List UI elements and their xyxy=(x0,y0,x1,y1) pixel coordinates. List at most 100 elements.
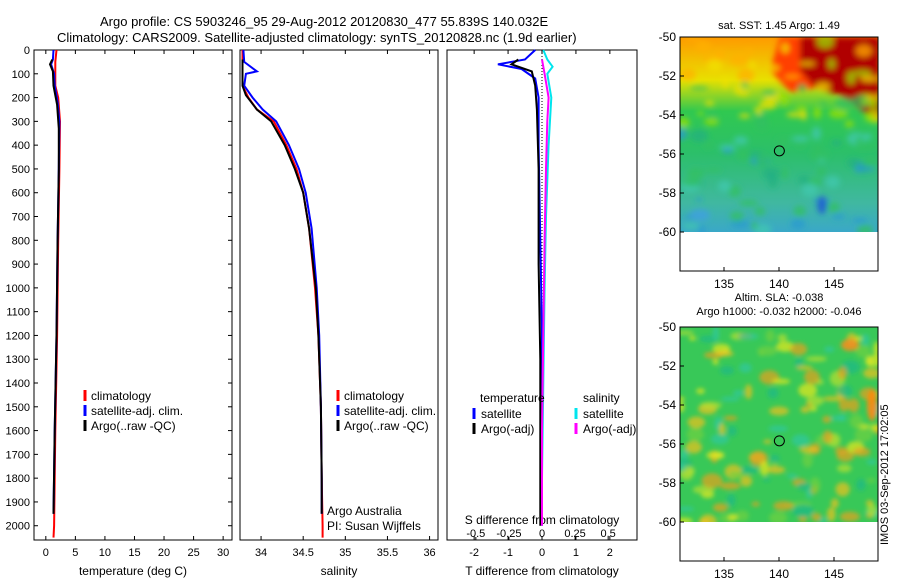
argo-location-marker xyxy=(773,435,785,447)
y-tick-label: -60 xyxy=(659,515,677,529)
heatmap-blob xyxy=(689,86,709,91)
heatmap-blob xyxy=(688,335,697,341)
heatmap-blob xyxy=(790,218,806,230)
heatmap-blob xyxy=(703,167,723,173)
heatmap-blob xyxy=(727,513,738,521)
heatmap-blob xyxy=(721,77,729,89)
heatmap-blob xyxy=(846,158,861,168)
heatmap-blob xyxy=(856,166,876,172)
x-tick-label: 135 xyxy=(714,277,734,291)
y-tick-label: 500 xyxy=(12,164,30,176)
heatmap-blob xyxy=(751,501,760,507)
y-tick-label: 100 xyxy=(12,69,30,81)
heatmap-blob xyxy=(860,75,878,82)
heatmap-blob xyxy=(797,83,807,92)
heatmap-blob xyxy=(738,87,750,97)
heatmap-blob xyxy=(762,167,781,179)
heatmap-blob xyxy=(748,61,756,70)
legend-label: satellite xyxy=(583,407,624,421)
heatmap-blob xyxy=(728,471,744,479)
heatmap-blob xyxy=(854,428,873,442)
heatmap-blob xyxy=(759,99,777,110)
heatmap-blob xyxy=(790,343,808,356)
heatmap-blob xyxy=(733,136,748,145)
y-tick-label: 0 xyxy=(24,45,30,57)
heatmap-blob xyxy=(806,395,824,406)
y-tick-label: -52 xyxy=(659,69,677,83)
y-tick-label: 2000 xyxy=(6,521,30,533)
heatmap-blob xyxy=(816,37,834,49)
heatmap-blob xyxy=(860,99,873,105)
heatmap-blob xyxy=(744,384,753,400)
y-tick-label: -60 xyxy=(659,225,677,239)
x-tick-label: 2 xyxy=(607,547,613,559)
heatmap-blob xyxy=(695,40,712,53)
y-tick-label: 300 xyxy=(12,116,30,128)
x-tick-label: 135 xyxy=(714,567,734,580)
heatmap-blob xyxy=(777,334,788,342)
legend-label: Argo(..raw -QC) xyxy=(344,419,429,433)
heatmap-blob xyxy=(811,126,822,140)
heatmap-blob xyxy=(739,362,752,373)
heatmap-blob xyxy=(776,136,789,147)
heatmap-blob xyxy=(866,459,877,465)
heatmap-blob xyxy=(733,390,744,397)
heatmap-blob xyxy=(793,205,807,217)
heatmap-blob xyxy=(740,466,759,474)
heatmap-blob xyxy=(680,68,696,81)
x-tick-label: 0 xyxy=(43,547,49,559)
heatmap-blob xyxy=(796,482,812,491)
heatmap-blob xyxy=(704,117,719,126)
heatmap-blob xyxy=(738,199,759,207)
heatmap-blob xyxy=(766,466,786,474)
y-tick-label: 1500 xyxy=(6,402,30,414)
y-tick-label: 700 xyxy=(12,212,30,224)
x2-tick-label: 0 xyxy=(539,528,545,540)
heatmap-blob xyxy=(706,451,725,460)
x-tick-label: 35.5 xyxy=(377,547,398,559)
heatmap-blob xyxy=(740,475,753,487)
heatmap-blob xyxy=(801,183,818,197)
heatmap-blob xyxy=(816,167,827,176)
heatmap-blob xyxy=(687,416,706,429)
heatmap-blob xyxy=(768,511,788,522)
heatmap-blob xyxy=(850,95,870,110)
heatmap-blob xyxy=(714,49,726,62)
y-tick-label: -56 xyxy=(659,147,677,161)
heatmap-blob xyxy=(755,153,769,167)
figure-title-line1: Argo profile: CS 5903246_95 29-Aug-2012 … xyxy=(100,14,549,29)
figure-title-line2: Climatology: CARS2009. Satellite-adjuste… xyxy=(57,30,577,45)
map-title-line1: Altim. SLA: -0.038 xyxy=(735,292,824,304)
heatmap-blob xyxy=(781,42,790,54)
legend-label: Argo(-adj) xyxy=(481,422,534,436)
heatmap-blob xyxy=(870,424,878,432)
heatmap-blob xyxy=(750,222,758,229)
heatmap-blob xyxy=(767,387,779,399)
heatmap-blob xyxy=(720,366,735,375)
heatmap-blob xyxy=(781,167,788,180)
heatmap-blob xyxy=(763,477,770,482)
heatmap-blob xyxy=(863,367,878,379)
heatmap-blob xyxy=(700,401,722,410)
plot-frame xyxy=(239,49,439,541)
heatmap-blob xyxy=(817,196,827,214)
heatmap-blob xyxy=(837,464,852,473)
heatmap-blob xyxy=(857,224,874,232)
y-tick-label: -56 xyxy=(659,437,677,451)
heatmap-blob xyxy=(754,206,766,216)
heatmap-blob xyxy=(712,503,729,512)
heatmap-blob xyxy=(768,425,789,433)
heatmap-blob xyxy=(776,341,795,352)
heatmap-blob xyxy=(838,397,850,412)
x-tick-label: 10 xyxy=(99,547,111,559)
x-tick-label: 140 xyxy=(769,567,789,580)
heatmap-blob xyxy=(826,507,836,522)
heatmap-blob xyxy=(798,383,818,398)
heatmap-blob xyxy=(770,454,780,463)
x-tick-label: 145 xyxy=(824,277,844,291)
heatmap-blob xyxy=(720,396,740,402)
legend-label: climatology xyxy=(91,389,151,403)
heatmap-blob xyxy=(737,68,755,82)
x-tick-label: -1 xyxy=(503,547,513,559)
heatmap-blob xyxy=(686,427,704,442)
